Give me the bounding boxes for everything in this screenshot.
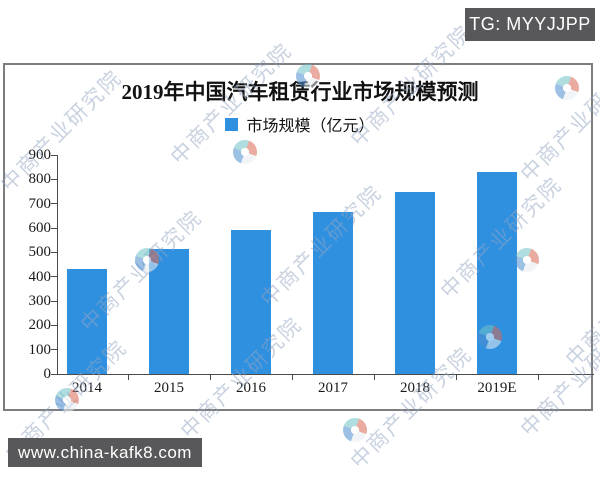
x-tick — [538, 375, 539, 380]
chart-legend: 市场规模（亿元） — [0, 115, 600, 135]
x-tick — [210, 375, 211, 380]
bar-2019E — [477, 172, 517, 374]
x-tick-label-2014: 2014 — [72, 380, 102, 396]
bar-2014 — [67, 269, 107, 374]
x-tick-label-2018: 2018 — [400, 380, 430, 396]
y-tick-label: 200 — [28, 317, 52, 334]
y-tick — [51, 227, 58, 229]
telegram-badge-text: TG: MYYJJPP — [469, 14, 591, 34]
bar-2018 — [395, 191, 435, 374]
y-tick-label: 600 — [28, 220, 52, 236]
x-tick-label-2017: 2017 — [318, 380, 348, 396]
plot-area: 0 100 200 300 400 500 600 700 800 900 2014 2015 2016… — [29, 147, 594, 396]
y-tick-label: 700 — [28, 195, 52, 212]
y-tick — [51, 251, 58, 253]
y-tick-label: 100 — [28, 341, 52, 358]
bar-2016 — [231, 230, 271, 374]
y-tick — [51, 349, 58, 351]
y-tick — [51, 203, 58, 205]
y-tick — [51, 324, 58, 326]
chart-title: 2019年中国汽车租赁行业市场规模预测 — [121, 80, 479, 104]
x-tick — [292, 375, 293, 380]
x-tick — [374, 375, 375, 380]
x-tick — [128, 375, 129, 380]
y-tick-label: 400 — [28, 268, 52, 285]
bar-2015 — [149, 248, 189, 374]
x-tick-label-2015: 2015 — [154, 380, 184, 396]
y-tick-label: 900 — [28, 147, 52, 163]
x-tick-label-2019E: 2019E — [477, 380, 517, 396]
source-site-badge: www.china-kafk8.com — [8, 438, 202, 467]
y-tick-label: 500 — [28, 244, 52, 261]
x-tick — [456, 375, 457, 380]
y-tick — [51, 300, 58, 302]
telegram-badge: TG: MYYJJPP — [465, 8, 595, 41]
y-tick — [51, 373, 58, 375]
y-tick — [51, 276, 58, 278]
y-tick-label: 800 — [28, 171, 52, 188]
y-tick-label: 300 — [28, 293, 52, 309]
legend-color-swatch — [225, 117, 239, 131]
y-tick-label: 0 — [43, 366, 52, 382]
source-site-badge-text: www.china-kafk8.com — [18, 442, 192, 462]
pinwheel-logo-icon — [343, 418, 367, 442]
legend-label: 市场规模（亿元） — [246, 118, 375, 135]
x-tick-label-2016: 2016 — [236, 380, 266, 396]
y-tick — [51, 178, 58, 180]
y-tick — [51, 154, 58, 156]
bar-2017 — [313, 212, 353, 374]
